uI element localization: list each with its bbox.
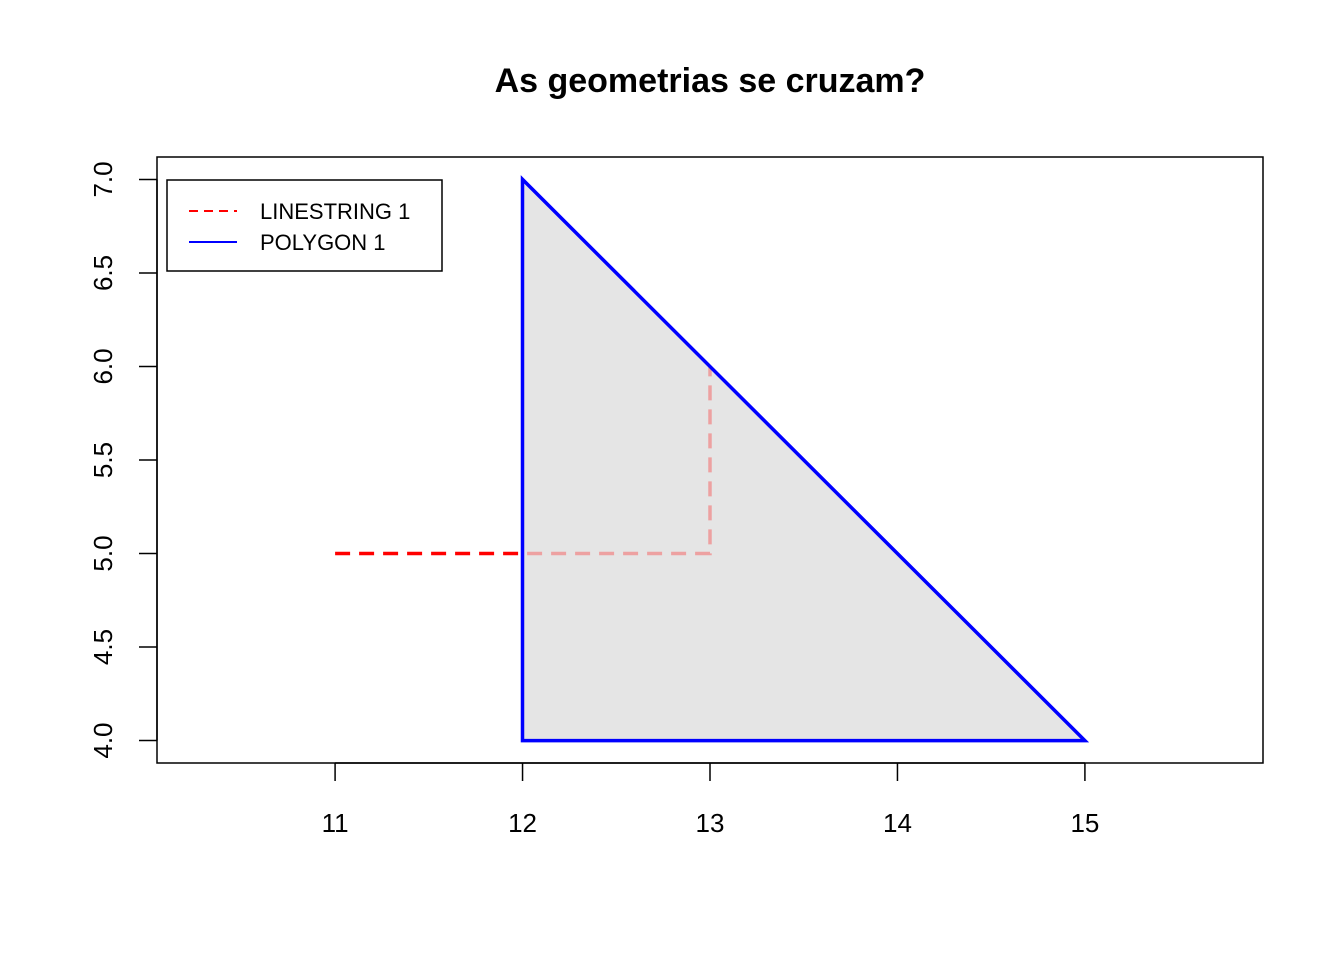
x-tick-label: 14 [883, 808, 912, 838]
y-tick-label: 7.0 [88, 161, 118, 197]
axes-layer: 11 12 13 14 15 4.0 4.5 5.0 5.5 6.0 6.5 7.0 [88, 156, 1264, 838]
y-tick-label: 4.5 [88, 629, 118, 665]
y-tick-label: 6.5 [88, 255, 118, 291]
polygon-1-outline [520, 175, 1090, 743]
plot-layer [335, 175, 1090, 743]
x-tick-label: 12 [508, 808, 537, 838]
x-tick-label: 15 [1070, 808, 1099, 838]
legend-label: POLYGON 1 [260, 230, 386, 255]
x-tick-label: 11 [322, 808, 349, 838]
y-tick-label: 5.0 [88, 535, 118, 571]
y-tick-label: 4.0 [88, 722, 118, 758]
y-tick-label: 6.0 [88, 348, 118, 384]
legend-label: LINESTRING 1 [260, 199, 410, 224]
x-tick-label: 13 [696, 808, 725, 838]
legend-box [166, 179, 443, 272]
legend: LINESTRING 1 POLYGON 1 [166, 179, 443, 272]
chart-title: As geometrias se cruzam? [495, 62, 926, 100]
y-tick-label: 5.5 [88, 442, 118, 478]
